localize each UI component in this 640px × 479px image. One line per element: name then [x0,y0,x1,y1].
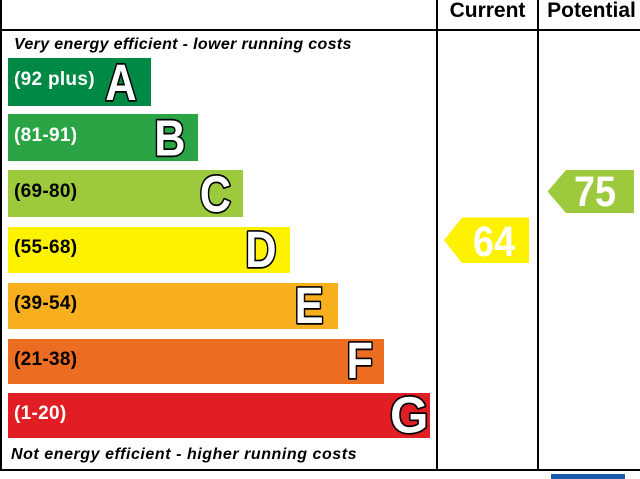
svg-text:A: A [105,55,136,112]
svg-text:D: D [245,222,276,279]
svg-text:B: B [154,110,185,167]
svg-text:75: 75 [574,167,616,216]
svg-text:E: E [295,278,324,335]
svg-text:F: F [347,333,373,390]
svg-text:C: C [200,166,231,223]
svg-text:G: G [390,387,428,444]
svg-text:64: 64 [473,217,516,266]
